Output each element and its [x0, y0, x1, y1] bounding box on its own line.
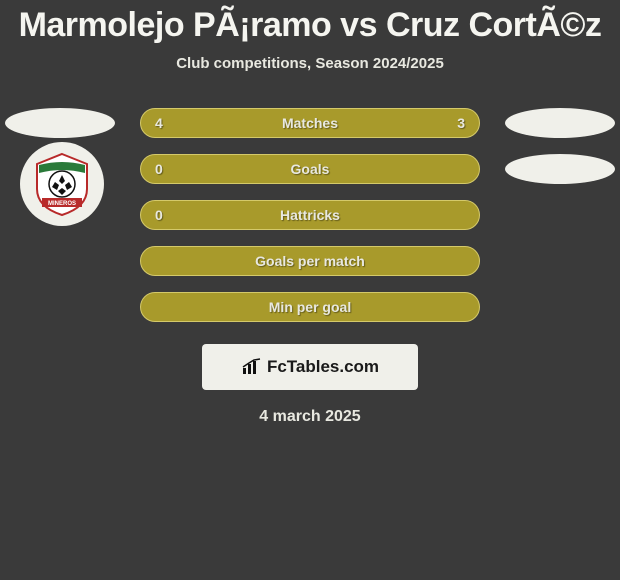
stat-bar-mpg: Min per goal — [140, 292, 480, 322]
stats-container: 4 Matches 3 MINEROS 0 Goals — [0, 100, 620, 330]
stat-label: Goals per match — [255, 253, 365, 269]
right-badge-pill — [505, 108, 615, 138]
page-title: Marmolejo PÃ¡ramo vs Cruz CortÃ©z — [0, 0, 620, 45]
stat-value-right: 3 — [457, 115, 465, 131]
stat-row-hattricks: 0 Hattricks — [0, 192, 620, 238]
chart-icon — [241, 358, 263, 376]
stat-value-left: 0 — [155, 207, 163, 223]
brand-label: FcTables.com — [267, 357, 379, 377]
left-badge-pill — [5, 108, 115, 138]
stat-bar-goals: 0 Goals — [140, 154, 480, 184]
stat-bar-hattricks: 0 Hattricks — [140, 200, 480, 230]
stat-label: Hattricks — [280, 207, 340, 223]
stat-label: Min per goal — [269, 299, 351, 315]
stat-row-mpg: Min per goal — [0, 284, 620, 330]
stat-bar-gpm: Goals per match — [140, 246, 480, 276]
stat-value-left: 4 — [155, 115, 163, 131]
brand-text: FcTables.com — [241, 357, 379, 377]
date-label: 4 march 2025 — [0, 408, 620, 426]
stat-row-matches: 4 Matches 3 — [0, 100, 620, 146]
stat-value-left: 0 — [155, 161, 163, 177]
stat-row-gpm: Goals per match — [0, 238, 620, 284]
season-subtitle: Club competitions, Season 2024/2025 — [0, 55, 620, 72]
stat-row-goals: MINEROS 0 Goals — [0, 146, 620, 192]
stat-label: Goals — [291, 161, 330, 177]
stat-label: Matches — [282, 115, 338, 131]
right-badge-pill — [505, 154, 615, 184]
brand-box: FcTables.com — [202, 344, 418, 390]
stat-bar-matches: 4 Matches 3 — [140, 108, 480, 138]
